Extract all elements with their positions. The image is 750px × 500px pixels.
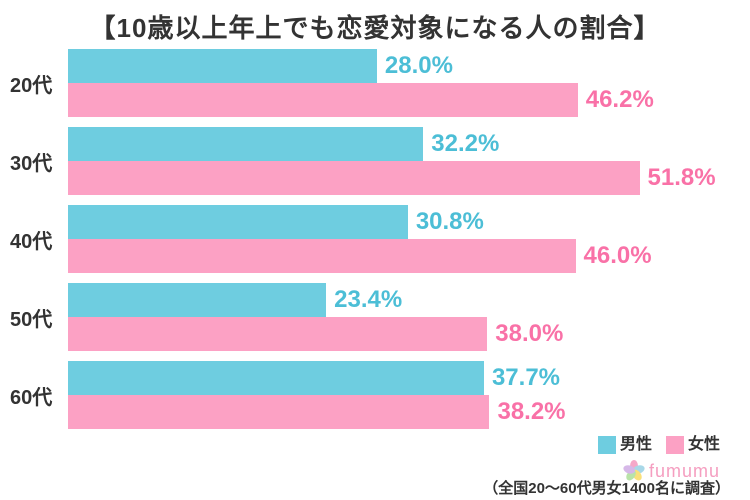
bar-value-female: 46.2% (586, 86, 654, 114)
swatch-female (666, 436, 684, 454)
bar-value-female: 38.0% (495, 320, 563, 348)
legend-male: 男性 (598, 430, 652, 454)
bars-container: 23.4%38.0% (68, 283, 730, 351)
bars-container: 32.2%51.8% (68, 127, 730, 195)
bar-male: 32.2% (68, 127, 423, 161)
bar-male: 37.7% (68, 361, 484, 395)
bars-container: 30.8%46.0% (68, 205, 730, 273)
bar-row-male: 32.2% (68, 127, 730, 161)
bar-value-male: 28.0% (385, 52, 453, 80)
bar-row-male: 30.8% (68, 205, 730, 239)
category-label: 50代 (10, 303, 68, 332)
category-label: 40代 (10, 225, 68, 254)
bar-group: 30代32.2%51.8% (10, 127, 730, 195)
bar-value-male: 37.7% (492, 364, 560, 392)
bar-row-female: 38.0% (68, 317, 730, 351)
bar-male: 28.0% (68, 49, 377, 83)
bar-row-male: 23.4% (68, 283, 730, 317)
category-label: 20代 (10, 69, 68, 98)
bar-group: 20代28.0%46.2% (10, 49, 730, 117)
bar-female: 51.8% (68, 161, 640, 195)
bars-container: 28.0%46.2% (68, 49, 730, 117)
bar-value-male: 30.8% (416, 208, 484, 236)
bar-row-female: 46.0% (68, 239, 730, 273)
bar-female: 46.2% (68, 83, 578, 117)
bar-value-female: 46.0% (584, 242, 652, 270)
bar-female: 38.2% (68, 395, 489, 429)
legend: 男性 女性 (598, 430, 720, 454)
footnote: （全国20～60代男女1400名に調査） (483, 477, 730, 498)
chart-area: 20代28.0%46.2%30代32.2%51.8%40代30.8%46.0%5… (0, 49, 750, 429)
bar-row-male: 37.7% (68, 361, 730, 395)
swatch-male (598, 436, 616, 454)
bar-group: 50代23.4%38.0% (10, 283, 730, 351)
bar-group: 40代30.8%46.0% (10, 205, 730, 273)
legend-female: 女性 (666, 430, 720, 454)
bars-container: 37.7%38.2% (68, 361, 730, 429)
bar-value-female: 38.2% (497, 398, 565, 426)
category-label: 30代 (10, 147, 68, 176)
bar-male: 23.4% (68, 283, 326, 317)
bar-female: 38.0% (68, 317, 487, 351)
bar-row-male: 28.0% (68, 49, 730, 83)
bar-value-male: 23.4% (334, 286, 402, 314)
category-label: 60代 (10, 381, 68, 410)
bar-female: 46.0% (68, 239, 576, 273)
bar-row-female: 38.2% (68, 395, 730, 429)
bar-row-female: 51.8% (68, 161, 730, 195)
legend-female-label: 女性 (688, 436, 720, 453)
bar-value-female: 51.8% (648, 164, 716, 192)
bar-row-female: 46.2% (68, 83, 730, 117)
bar-male: 30.8% (68, 205, 408, 239)
legend-male-label: 男性 (620, 436, 652, 453)
bar-group: 60代37.7%38.2% (10, 361, 730, 429)
chart-title: 【10歳以上年上でも恋愛対象になる人の割合】 (0, 0, 750, 49)
bar-value-male: 32.2% (431, 130, 499, 158)
